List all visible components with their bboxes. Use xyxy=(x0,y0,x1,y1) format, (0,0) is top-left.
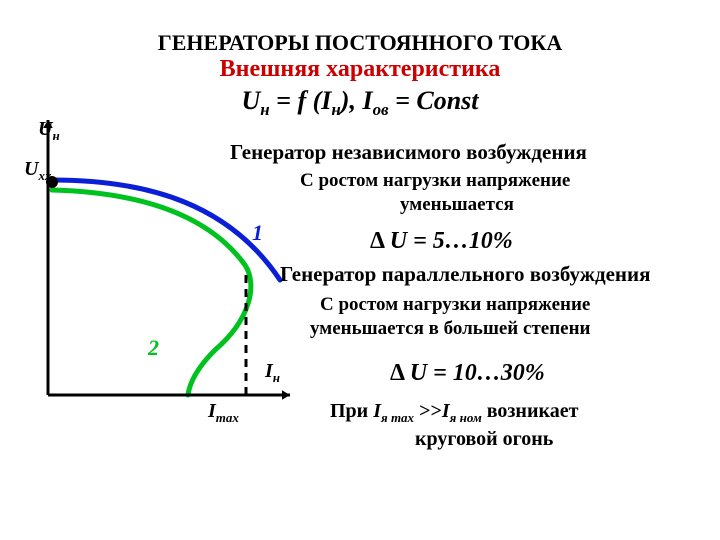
xlabel-in: Iн xyxy=(265,360,280,386)
r5: Генератор параллельного возбуждения xyxy=(280,262,651,287)
r1: Генератор независимого возбуждения xyxy=(230,140,587,165)
r2: С ростом нагрузки напряжение xyxy=(300,170,570,192)
xlabel-imax: Imax xyxy=(208,400,239,426)
curve1-label: 1 xyxy=(252,220,263,246)
r3: уменьшается xyxy=(400,194,514,216)
r9: При Iя max >>Iя ном возникает xyxy=(330,400,578,426)
ylabel-uxx: Uxx xyxy=(24,158,51,184)
curve2-label: 2 xyxy=(148,335,159,361)
ylabel-un: Uн xyxy=(38,118,60,144)
r10: круговой огонь xyxy=(415,428,553,451)
r8: Δ U = 10…30% xyxy=(390,360,545,387)
r7: уменьшается в большей степени xyxy=(310,318,590,340)
r4: Δ U = 5…10% xyxy=(370,228,513,255)
r6: С ростом нагрузки напряжение xyxy=(320,294,590,316)
